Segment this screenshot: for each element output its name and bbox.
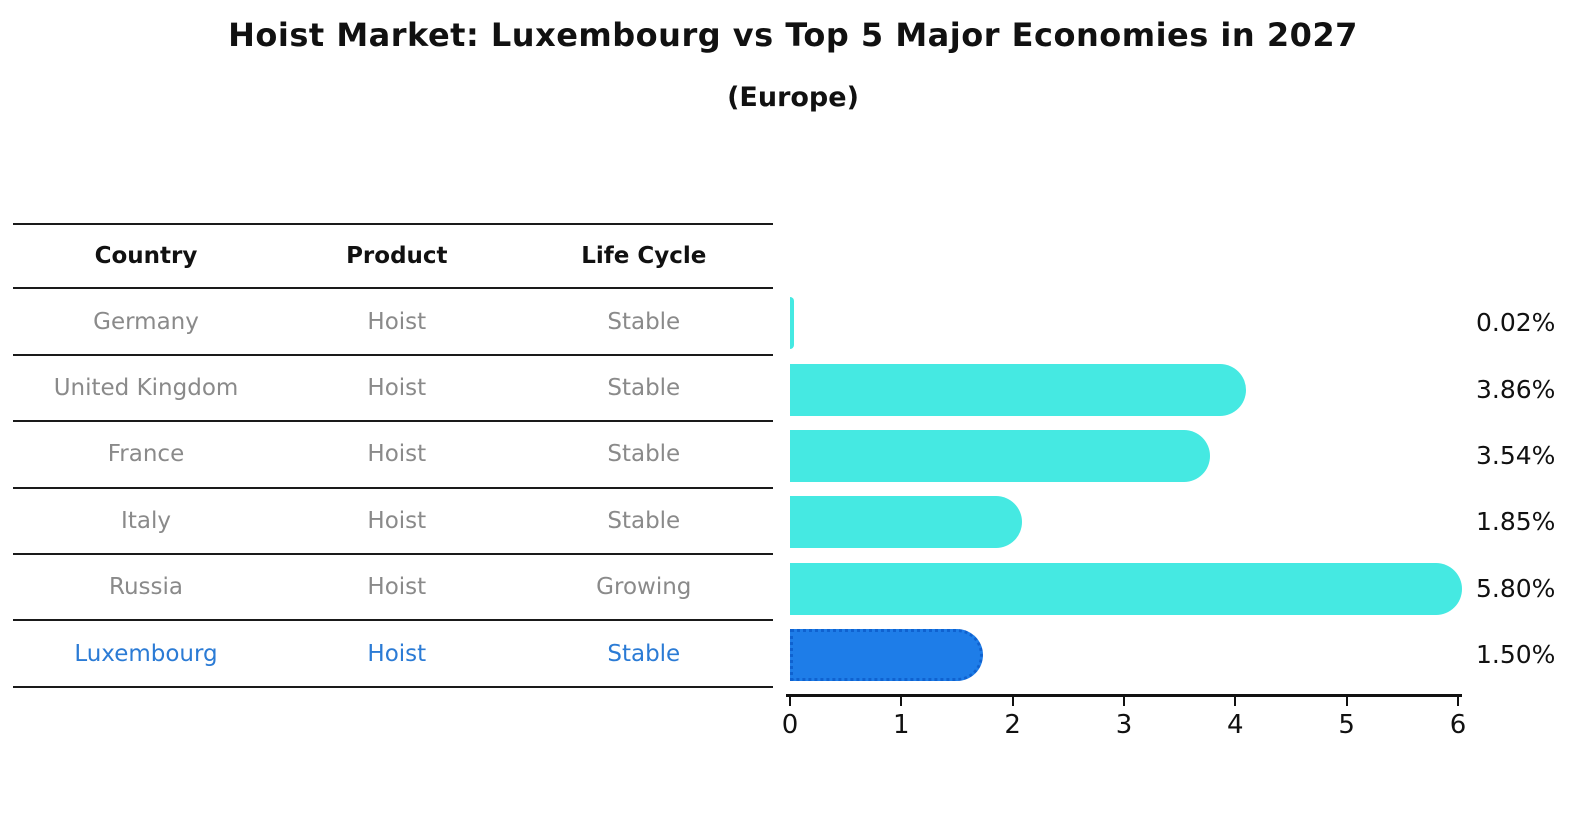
chart-subtitle: (Europe) — [727, 82, 859, 113]
value-label: 3.54% — [1476, 441, 1556, 470]
table-cell-country: Italy — [121, 507, 171, 534]
value-label: 1.85% — [1476, 507, 1556, 537]
table-row: Luxembourg Hoist Stable — [13, 621, 773, 688]
x-axis-tick-label: 4 — [1227, 710, 1244, 740]
x-axis-tick — [1123, 697, 1125, 706]
x-axis-tick-label: 0 — [781, 710, 799, 740]
value-label: 3.86% — [1476, 374, 1556, 404]
x-axis-tick-label: 2 — [1004, 710, 1021, 740]
table-row: Russia Hoist Growing — [13, 555, 773, 622]
table-cell-country: United Kingdom — [53, 374, 239, 401]
table-cell-country: Russia — [109, 574, 183, 601]
table-cell-product: Hoist — [367, 507, 427, 534]
x-axis-tick — [1234, 697, 1237, 706]
x-axis-tick — [1011, 697, 1014, 706]
x-axis-tick — [1345, 697, 1348, 706]
bar-france — [790, 430, 1211, 482]
value-label: 0.02% — [1476, 308, 1556, 338]
table-body: Germany Hoist Stable United Kingdom Hoist Sta… — [13, 289, 773, 688]
country-table: Country Product Life Cycle Germany Hoist S… — [13, 223, 773, 688]
table-cell-country: Germany — [93, 308, 199, 335]
table-header-life-cycle: Life Cycle — [581, 243, 707, 270]
table-cell-country: Luxembourg — [74, 640, 218, 667]
bar-plot-area — [790, 290, 1462, 689]
table-row: United Kingdom Hoist Stable — [13, 356, 773, 423]
table-cell-life-cycle: Stable — [607, 308, 681, 335]
x-axis-tick — [1457, 697, 1459, 706]
value-label: 1.50% — [1476, 640, 1556, 670]
table-header-product: Product — [346, 243, 448, 270]
chart-title: Hoist Market: Luxembourg vs Top 5 Major … — [228, 16, 1358, 54]
table-row: Germany Hoist Stable — [13, 289, 773, 356]
x-axis-tick — [900, 697, 903, 706]
table-cell-product: Hoist — [367, 374, 427, 401]
table-cell-product: Hoist — [367, 308, 427, 335]
table-cell-life-cycle: Stable — [607, 441, 681, 468]
table-cell-life-cycle: Stable — [607, 507, 681, 534]
table-cell-product: Hoist — [367, 574, 427, 601]
table-row: France Hoist Stable — [13, 422, 773, 489]
x-axis-tick-label: 3 — [1115, 710, 1133, 740]
table-cell-life-cycle: Stable — [607, 374, 681, 401]
table-cell-life-cycle: Growing — [596, 574, 692, 601]
x-axis-tick-label: 6 — [1449, 710, 1467, 740]
table-cell-product: Hoist — [367, 441, 427, 468]
value-label: 5.80% — [1476, 573, 1556, 603]
table-row: Italy Hoist Stable — [13, 489, 773, 555]
table-cell-country: France — [107, 441, 185, 468]
bar-united-kingdom — [790, 363, 1246, 416]
x-axis-tick-label: 5 — [1338, 710, 1355, 740]
x-axis-tick-label: 1 — [893, 710, 910, 740]
table-cell-product: Hoist — [367, 640, 427, 667]
x-axis — [786, 694, 1462, 697]
bar-luxembourg — [790, 629, 983, 682]
table-header-row: Country Product Life Cycle — [13, 223, 773, 290]
table-cell-life-cycle: Stable — [607, 640, 681, 667]
x-axis-tick — [789, 697, 791, 706]
bar-russia — [790, 562, 1462, 615]
table-header-country: Country — [94, 243, 198, 270]
bar-italy — [790, 496, 1022, 549]
bar-germany — [790, 297, 795, 350]
